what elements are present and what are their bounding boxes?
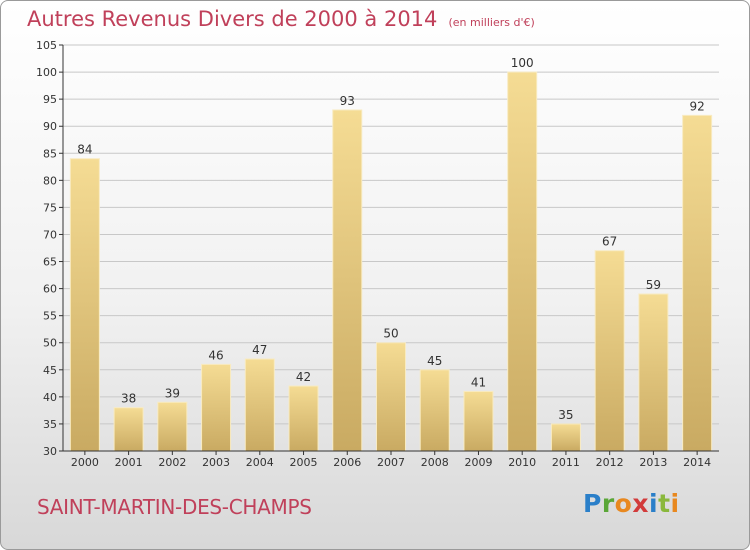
x-tick-label: 2003 [202,456,230,469]
title-row: Autres Revenus Divers de 2000 à 2014 (en… [27,7,535,31]
x-tick-label: 2010 [508,456,536,469]
y-tick-label: 30 [43,445,57,458]
bar-value-label: 100 [511,56,534,70]
bars: 84 38 39 46 47 42 93 50 45 41 100 35 67 59 92 [69,56,713,452]
logo-letter: t [658,489,671,518]
bar [419,369,450,452]
y-tick-label: 85 [43,147,57,160]
y-tick-label: 75 [43,201,57,214]
bar [332,109,363,452]
y-tick-label: 65 [43,256,57,269]
logo-letter: i [649,489,659,518]
logo-letter: i [670,489,680,518]
bar [507,71,538,452]
bar-value-label: 50 [383,327,398,341]
x-tick-label: 2008 [421,456,449,469]
logo-letter: x [632,489,649,518]
y-tick-label: 100 [36,66,57,79]
y-tick-label: 70 [43,228,57,241]
x-tick-label: 2012 [596,456,624,469]
bar [638,293,669,452]
bar-value-label: 39 [165,386,180,400]
logo-letter: r [601,489,615,518]
y-tick-label: 40 [43,391,57,404]
bar-value-label: 84 [77,143,92,157]
bar-value-label: 47 [252,343,267,357]
bar [376,342,406,452]
bar-value-label: 67 [602,235,617,249]
bar [244,358,275,452]
bar [682,114,713,452]
y-tick-label: 105 [36,39,57,52]
y-tick-label: 95 [43,93,57,106]
bar-value-label: 35 [558,408,573,422]
x-tick-label: 2002 [158,456,186,469]
y-tick-label: 55 [43,310,57,323]
bar-value-label: 93 [340,94,355,108]
x-tick-label: 2001 [115,456,143,469]
x-tick-label: 2007 [377,456,405,469]
chart-subtitle: (en milliers d'€) [448,16,535,29]
x-tick-label: 2014 [683,456,711,469]
bar [594,250,625,452]
y-tick-label: 45 [43,364,57,377]
bar-value-label: 45 [427,354,442,368]
bar [550,423,581,452]
bar-value-label: 38 [121,392,136,406]
bar [201,363,232,452]
bar-value-label: 59 [646,278,661,292]
x-tick-label: 2009 [464,456,492,469]
x-tick-label: 2005 [290,456,318,469]
bar-value-label: 41 [471,375,486,389]
proxiti-logo: Proxiti [583,489,680,518]
bar-value-label: 42 [296,370,311,384]
y-tick-label: 80 [43,174,57,187]
x-tick-label: 2004 [246,456,274,469]
y-tick-label: 90 [43,120,57,133]
commune-name: SAINT-MARTIN-DES-CHAMPS [37,495,312,519]
bar-value-label: 92 [689,99,704,113]
bar [288,385,319,452]
bar [69,158,100,452]
y-tick-label: 35 [43,418,57,431]
x-tick-label: 2011 [552,456,580,469]
logo-letter: P [583,489,602,518]
y-tick-label: 60 [43,283,57,296]
logo-letter: o [614,489,633,518]
x-tick-label: 2000 [71,456,99,469]
bar-value-label: 46 [208,348,223,362]
axes: 30 35 40 45 50 55 60 65 70 75 80 85 90 95 100 105 2000 20… [36,39,719,469]
y-tick-label: 50 [43,337,57,350]
chart-title: Autres Revenus Divers de 2000 à 2014 [27,7,438,31]
x-tick-label: 2013 [639,456,667,469]
bar [113,407,144,452]
x-tick-label: 2006 [333,456,361,469]
bar [463,390,494,452]
bar [157,401,188,452]
